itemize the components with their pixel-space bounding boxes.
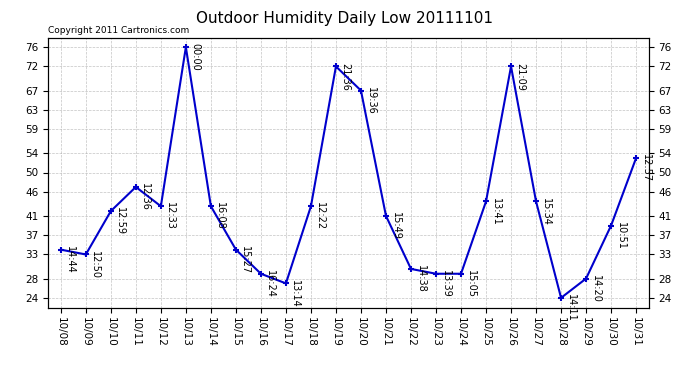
Text: 15:49: 15:49 <box>391 212 400 240</box>
Text: 14:11: 14:11 <box>566 294 575 322</box>
Text: 12:59: 12:59 <box>115 207 126 235</box>
Text: 00:00: 00:00 <box>190 43 200 71</box>
Text: Outdoor Humidity Daily Low 20111101: Outdoor Humidity Daily Low 20111101 <box>197 11 493 26</box>
Text: 10:51: 10:51 <box>615 222 626 249</box>
Text: 12:22: 12:22 <box>315 202 326 231</box>
Text: 12:33: 12:33 <box>166 202 175 230</box>
Text: 12:36: 12:36 <box>140 183 150 211</box>
Text: 19:36: 19:36 <box>366 87 375 114</box>
Text: 15:05: 15:05 <box>466 270 475 298</box>
Text: 12:57: 12:57 <box>640 154 651 182</box>
Text: 16:08: 16:08 <box>215 202 226 230</box>
Text: 21:36: 21:36 <box>340 63 351 90</box>
Text: 15:34: 15:34 <box>540 198 551 225</box>
Text: 15:27: 15:27 <box>240 246 250 274</box>
Text: 16:24: 16:24 <box>266 270 275 298</box>
Text: 14:44: 14:44 <box>66 246 75 273</box>
Text: 13:39: 13:39 <box>440 270 451 298</box>
Text: 14:38: 14:38 <box>415 265 426 293</box>
Text: 14:20: 14:20 <box>591 275 600 303</box>
Text: 13:41: 13:41 <box>491 198 500 225</box>
Text: 13:14: 13:14 <box>290 279 300 307</box>
Text: 21:09: 21:09 <box>515 63 526 90</box>
Text: 12:50: 12:50 <box>90 251 100 279</box>
Text: Copyright 2011 Cartronics.com: Copyright 2011 Cartronics.com <box>48 26 190 35</box>
